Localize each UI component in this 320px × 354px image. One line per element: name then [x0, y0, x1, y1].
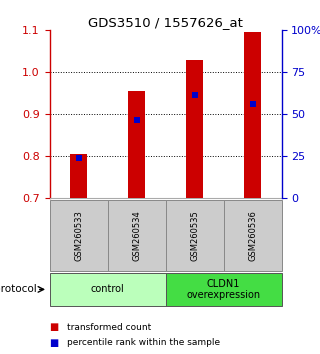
Text: GSM260536: GSM260536 — [248, 210, 257, 261]
Text: GSM260535: GSM260535 — [190, 210, 199, 261]
Bar — [129, 91, 145, 198]
Text: CLDN1
overexpression: CLDN1 overexpression — [187, 279, 261, 300]
Title: GDS3510 / 1557626_at: GDS3510 / 1557626_at — [88, 16, 243, 29]
Text: percentile rank within the sample: percentile rank within the sample — [67, 338, 220, 347]
Text: GSM260534: GSM260534 — [132, 210, 141, 261]
Text: GSM260533: GSM260533 — [74, 210, 83, 261]
Text: ■: ■ — [50, 322, 59, 332]
Text: protocol: protocol — [0, 284, 37, 295]
Text: transformed count: transformed count — [67, 323, 151, 332]
Text: ■: ■ — [50, 338, 59, 348]
Bar — [70, 154, 87, 198]
Text: control: control — [91, 284, 124, 295]
Bar — [244, 32, 261, 198]
Bar — [187, 59, 203, 198]
